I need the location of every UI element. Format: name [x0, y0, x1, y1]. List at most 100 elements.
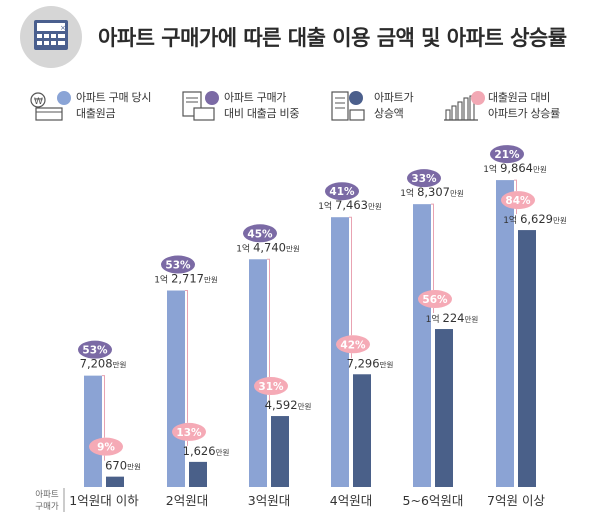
loan-value-label-unit: 만원	[204, 276, 218, 285]
category-label: 3억원대	[248, 493, 290, 508]
connector-line	[267, 258, 270, 378]
building-coins-icon	[331, 91, 365, 121]
increase-rate-badge-bg	[418, 290, 452, 309]
category-label: 5~6억원대	[403, 493, 464, 508]
axis-label-line1: 아파트	[35, 489, 59, 500]
bar-increase	[271, 416, 289, 487]
increase-value-label-unit: 만원	[298, 402, 312, 411]
bar-loan	[413, 204, 431, 487]
connector-line	[349, 216, 352, 336]
increase-rate-badge: 42%	[340, 339, 366, 351]
increase-value-label: 670만원	[105, 459, 141, 473]
increase-rate-badge: 9%	[97, 442, 115, 454]
increase-rate-badge-bg	[89, 437, 123, 456]
loan-value-label-prefix: 1억	[318, 200, 335, 212]
increase-value-label: 1억 6,629만원	[503, 212, 567, 226]
bar-loan	[249, 259, 267, 487]
loan-ratio-badge: 53%	[165, 260, 191, 272]
increase-value-label-number: 4,592	[265, 398, 298, 412]
increase-value-label: 4,592만원	[265, 398, 312, 412]
category-label: 7억원 이상	[487, 493, 545, 508]
loan-value-label-unit: 만원	[113, 361, 127, 370]
increase-value-label-unit: 만원	[380, 360, 394, 369]
increase-rate-badge: 84%	[505, 195, 531, 207]
legend-item-increase: 아파트가 상승액	[328, 88, 438, 128]
increase-value-label-number: 670	[105, 459, 127, 473]
loan-value-label: 1억 4,740만원	[236, 240, 300, 254]
loan-value-label: 7,208만원	[80, 357, 127, 371]
calculator-icon: ×	[34, 20, 68, 50]
legend-item-loan: ₩ 아파트 구매 당시 대출원금	[28, 88, 168, 128]
loan-value-label-unit: 만원	[368, 202, 382, 211]
increase-value-label-number: 7,296	[347, 356, 380, 370]
increase-rate-badge-bg	[254, 377, 288, 396]
connector-line	[514, 179, 517, 192]
increase-value-label-unit: 만원	[127, 463, 141, 472]
loan-value-label-prefix: 1억	[400, 187, 417, 199]
legend-loan-line2: 대출원금	[76, 107, 116, 120]
increase-value-label-prefix: 1억	[426, 313, 443, 325]
increase-value-label-prefix: 1억	[503, 214, 520, 226]
increase-rate-badge-bg	[336, 335, 370, 354]
loan-value-label-number: 7,208	[80, 357, 113, 371]
loan-ratio-badge: 45%	[247, 228, 273, 240]
increase-value-label-number: 6,629	[520, 212, 553, 226]
increase-rate-badge: 31%	[258, 381, 284, 393]
loan-value-label-unit: 만원	[450, 189, 464, 198]
bar-increase	[106, 476, 124, 487]
loan-value-label-unit: 만원	[286, 244, 300, 253]
loan-ratio-badge: 21%	[494, 149, 520, 161]
loan-value-label: 1억 9,864만원	[483, 161, 547, 175]
loan-ratio-badge: 53%	[82, 345, 108, 357]
legend-item-rate: 대출원금 대비 아파트가 상승률	[442, 88, 592, 128]
connector-line	[102, 375, 105, 438]
increase-value-label-unit: 만원	[553, 216, 567, 225]
bar-increase	[518, 230, 536, 487]
category-label: 1억원대 이하	[69, 493, 139, 508]
loan-ratio-badge: 41%	[329, 186, 355, 198]
legend-rate-line2: 아파트가 상승률	[488, 107, 560, 120]
loan-ratio-badge-bg	[161, 255, 195, 274]
legend-increase-line2: 상승액	[374, 107, 404, 120]
loan-value-label-prefix: 1억	[483, 163, 500, 175]
increase-value-label-number: 1,626	[183, 444, 216, 458]
connector-line	[185, 290, 188, 423]
header-icon-circle: ×	[20, 6, 82, 68]
loan-value-label-number: 2,717	[171, 272, 204, 286]
loan-ratio-badge-bg	[407, 169, 441, 188]
document-card-icon	[182, 91, 219, 121]
coin-card-icon: ₩	[30, 91, 71, 121]
loan-value-label-unit: 만원	[533, 165, 547, 174]
loan-value-label-prefix: 1억	[154, 274, 171, 286]
loan-ratio-badge-bg	[243, 224, 277, 243]
loan-ratio-badge-bg	[78, 340, 112, 359]
increase-value-label: 1,626만원	[183, 444, 230, 458]
legend-item-ratio: 아파트 구매가 대비 대출금 비중	[180, 88, 320, 128]
legend-ratio-line1: 아파트 구매가	[224, 91, 287, 104]
bar-increase	[189, 461, 207, 487]
increase-rate-badge: 13%	[176, 427, 202, 439]
loan-value-label: 1억 2,717만원	[154, 272, 218, 286]
bar-loan	[496, 180, 514, 487]
bar-increase	[353, 374, 371, 487]
svg-text:₩: ₩	[34, 97, 43, 107]
legend-rate-line1: 대출원금 대비	[488, 91, 551, 104]
loan-value-label-number: 8,307	[417, 185, 450, 199]
increase-rate-badge-bg	[501, 191, 535, 210]
increase-value-label-number: 224	[443, 311, 465, 325]
svg-text:×: ×	[60, 24, 66, 32]
loan-value-label-number: 4,740	[253, 240, 286, 254]
bar-chart-icon	[444, 91, 485, 121]
bar-loan	[84, 375, 102, 487]
loan-value-label-prefix: 1억	[236, 242, 253, 254]
bar-increase	[435, 329, 453, 487]
increase-rate-badge: 56%	[422, 294, 448, 306]
increase-value-label: 1억 224만원	[426, 311, 479, 325]
legend-loan-line1: 아파트 구매 당시	[76, 91, 152, 104]
page-title: 아파트 구매가에 따른 대출 이용 금액 및 아파트 상승률	[98, 26, 567, 50]
increase-value-label-unit: 만원	[465, 315, 479, 324]
loan-value-label-number: 9,864	[500, 161, 533, 175]
connector-line	[431, 203, 434, 291]
legend-ratio-line2: 대비 대출금 비중	[224, 107, 300, 120]
